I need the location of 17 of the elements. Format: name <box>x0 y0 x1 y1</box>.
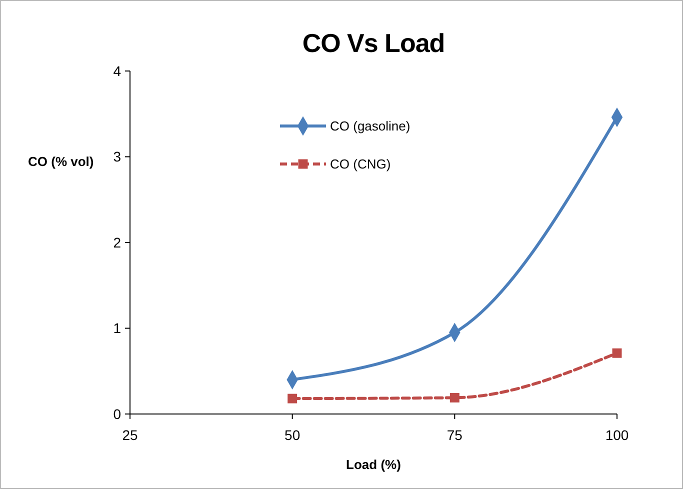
legend-label: CO (gasoline) <box>330 118 410 134</box>
legend-label: CO (CNG) <box>330 156 391 172</box>
chart-title: CO Vs Load <box>302 28 445 58</box>
y-tick-label: 3 <box>113 148 122 165</box>
x-tick-label: 100 <box>605 427 629 443</box>
point <box>612 348 622 358</box>
x-tick-label: 25 <box>122 427 138 443</box>
y-axis-title: CO (% vol) <box>28 154 94 169</box>
y-tick-label: 2 <box>113 234 122 250</box>
y-tick-label: 4 <box>113 62 122 79</box>
x-tick-label: 50 <box>284 427 300 443</box>
x-tick-label: 75 <box>446 427 463 443</box>
y-tick-label: 0 <box>113 406 122 422</box>
x-axis-title: Load (%) <box>346 457 401 472</box>
y-tick-label: 1 <box>113 320 122 336</box>
point <box>450 392 460 402</box>
point <box>288 394 298 404</box>
